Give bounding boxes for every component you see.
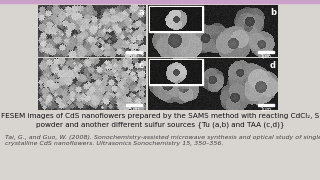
Bar (0, 0, 320, 3)
Bar (149, 6, 203, 32)
Text: FESEM images of CdS nanoflowers prepared by the SAMS method with reacting CdCl₂,: FESEM images of CdS nanoflowers prepared… (1, 113, 319, 128)
Text: 1μm: 1μm (260, 107, 272, 112)
Bar (126, 104, 142, 105)
Text: b: b (270, 8, 276, 17)
Text: Tai, G., and Guo, W. (2008). Sonochemistry-assisted microwave synthesis and opti: Tai, G., and Guo, W. (2008). Sonochemist… (5, 135, 320, 146)
Text: c: c (139, 61, 144, 70)
Bar (149, 59, 203, 85)
Text: 5μm: 5μm (128, 107, 140, 112)
Bar (126, 51, 142, 53)
Text: 5μm: 5μm (128, 54, 140, 59)
Text: 1μm: 1μm (260, 54, 272, 59)
Text: a: a (138, 8, 144, 17)
Bar (258, 51, 274, 53)
Bar (258, 104, 274, 105)
Text: d: d (270, 61, 276, 70)
